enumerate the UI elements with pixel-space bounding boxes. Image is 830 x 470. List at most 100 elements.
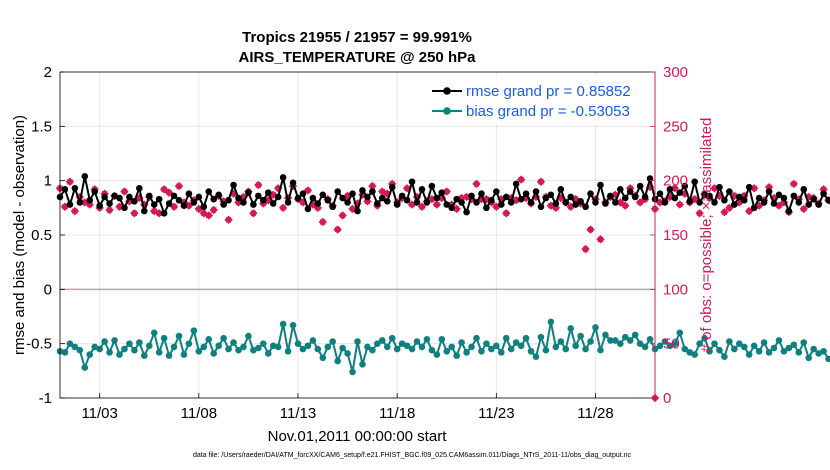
bias-point — [567, 325, 575, 332]
obs-assimilated-marker — [453, 206, 460, 212]
obs-assimilated-marker — [280, 204, 286, 211]
obs-assimilated-marker — [171, 203, 177, 210]
rmse-point — [116, 194, 123, 202]
obs-assimilated-marker — [67, 178, 73, 185]
rmse-point — [805, 201, 813, 208]
bias-point — [423, 336, 431, 343]
y-tick-label: 1.5 — [31, 118, 52, 135]
rmse-point — [175, 196, 183, 204]
rmse-point — [507, 199, 515, 206]
bias-point — [314, 345, 322, 353]
rmse-point — [111, 192, 118, 200]
obs-assimilated-marker — [205, 212, 212, 219]
bias-point — [483, 340, 490, 347]
rmse-point — [91, 188, 99, 195]
bias-point — [493, 342, 500, 350]
bias-point — [815, 350, 822, 357]
rmse-point — [621, 194, 629, 202]
rmse-point — [334, 188, 341, 195]
rmse-point — [294, 194, 302, 202]
rmse-point — [329, 203, 337, 211]
bias-point — [631, 331, 639, 339]
obs-assimilated-marker — [176, 183, 182, 189]
bias-point — [502, 334, 510, 342]
bias-point — [517, 342, 525, 350]
legend-rmse-marker — [443, 87, 451, 95]
y2-tick-label: 0 — [663, 390, 671, 407]
bias-point — [671, 340, 679, 347]
bias-point — [602, 331, 609, 339]
bias-point — [413, 338, 421, 345]
y-tick-label: 0 — [44, 281, 52, 298]
bias-point — [775, 337, 783, 344]
bias-point — [681, 345, 689, 353]
bias-point — [299, 345, 307, 353]
bias-point — [820, 347, 827, 355]
bias-point — [388, 334, 396, 342]
rmse-point — [820, 190, 827, 198]
rmse-point — [101, 193, 108, 201]
rmse-point — [393, 201, 401, 208]
bias-point — [359, 361, 366, 368]
bias-point — [200, 343, 208, 351]
bias-point — [136, 339, 143, 346]
rmse-point — [735, 193, 743, 201]
bias-point — [745, 351, 753, 358]
bias-point — [805, 354, 813, 362]
obs-assimilated-marker — [756, 202, 762, 209]
bias-point — [215, 342, 222, 350]
y-tick-label: -1 — [39, 390, 52, 407]
rmse-point — [770, 200, 778, 207]
bias-point — [587, 338, 594, 345]
grid-lines — [60, 72, 655, 398]
x-tick-label: 11/18 — [379, 405, 415, 422]
rmse-point — [626, 188, 634, 195]
rmse-point — [126, 193, 133, 201]
bias-point — [785, 344, 793, 352]
rmse-point — [542, 194, 550, 202]
rmse-point — [250, 201, 257, 208]
bias-point — [626, 337, 634, 344]
rmse-point — [388, 183, 396, 191]
bias-point — [240, 343, 247, 351]
rmse-point — [577, 198, 584, 205]
bias-point — [488, 345, 495, 353]
y-axis-label: rmse and bias (model - observation) — [11, 115, 28, 355]
rmse-point — [438, 189, 446, 196]
obs-assimilated-marker — [409, 201, 415, 208]
bias-point — [304, 342, 312, 350]
x-tick-label: 11/28 — [577, 405, 613, 422]
rmse-point — [731, 201, 738, 208]
rmse-point — [592, 199, 599, 206]
bias-point — [374, 340, 381, 347]
rmse-point — [458, 199, 465, 206]
obs-assimilated-marker — [676, 201, 683, 208]
chart-title-line-2: AIRS_TEMPERATURE @ 250 hPa — [239, 49, 477, 66]
obs-assimilated-marker — [567, 203, 574, 210]
rmse-point — [691, 178, 698, 186]
bias-point — [230, 339, 237, 346]
rmse-point — [374, 200, 381, 207]
obs-assimilated-marker — [538, 178, 544, 185]
bias-point — [170, 343, 178, 351]
rmse-point — [259, 196, 267, 204]
bias-point — [463, 349, 470, 356]
rmse-point — [612, 199, 619, 206]
rmse-point — [284, 199, 292, 206]
rmse-point — [443, 201, 451, 208]
bias-point — [349, 368, 356, 376]
rmse-point — [562, 199, 570, 206]
rmse-point — [299, 190, 307, 198]
bias-point — [131, 346, 138, 354]
rmse-point — [96, 202, 103, 209]
bias-point — [101, 338, 108, 345]
rmse-point — [155, 195, 163, 203]
rmse-point — [210, 195, 218, 203]
rmse-point — [255, 192, 262, 200]
rmse-point — [478, 190, 485, 198]
rmse-point — [716, 183, 723, 191]
rmse-point — [225, 196, 232, 204]
bias-point — [398, 340, 406, 347]
rmse-point — [760, 199, 768, 206]
